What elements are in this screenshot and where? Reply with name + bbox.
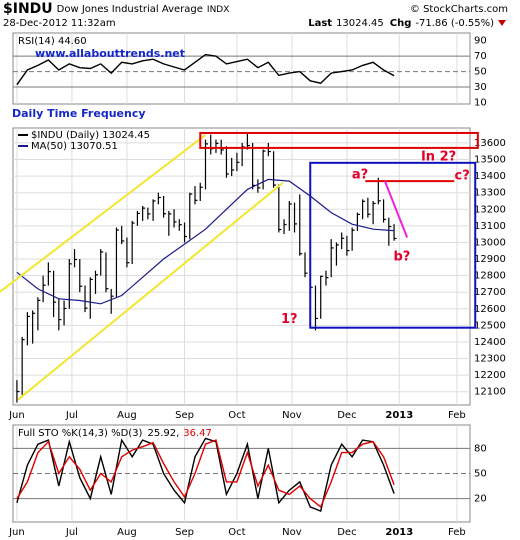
exchange: INDX <box>207 5 229 15</box>
y-tick-label: 50 <box>474 67 487 78</box>
y-tick-label: 10 <box>474 97 487 108</box>
frequency-note: Daily Time Frequency <box>12 107 146 120</box>
x-tick-label: Feb <box>448 527 466 538</box>
x-tick-label: Jul <box>65 410 78 421</box>
legend-label: $INDU (Daily) 13024.45 <box>31 130 150 141</box>
y-tick-label: 30 <box>474 82 487 93</box>
x-tick-label: Sep <box>175 527 194 538</box>
annotation-line <box>17 182 284 401</box>
annotation-line <box>0 134 207 293</box>
panel <box>12 127 471 406</box>
x-tick-label: Nov <box>282 410 302 421</box>
symbol: $INDU <box>3 1 53 17</box>
x-tick-label: Jun <box>8 410 25 421</box>
y-tick-label: 13000 <box>474 237 506 248</box>
annotation-box <box>199 131 479 149</box>
annotation-text: a? <box>352 167 368 182</box>
y-tick-label: 12900 <box>474 254 506 265</box>
y-tick-label: 12500 <box>474 320 506 331</box>
y-tick-label: 12700 <box>474 287 506 298</box>
annotation-text: b? <box>393 249 410 264</box>
y-tick-label: 70 <box>474 51 487 62</box>
x-tick-label: Aug <box>117 527 137 538</box>
y-tick-label: 12600 <box>474 304 506 315</box>
y-tick-label: 13600 <box>474 138 506 149</box>
legend-label: MA(50) 13070.51 <box>31 141 118 152</box>
down-arrow <box>498 20 506 26</box>
annotation-line <box>383 180 409 238</box>
y-tick-label: 90 <box>474 36 487 47</box>
last-label: Last <box>308 18 332 29</box>
x-tick-label: Nov <box>282 527 302 538</box>
panel-title: RSI(14) 44.60 <box>18 36 87 47</box>
last-value-label: 36.47 <box>183 428 212 439</box>
source: © StockCharts.com <box>410 4 508 15</box>
ma-line <box>16 178 395 305</box>
x-tick-label: Jun <box>8 527 25 538</box>
annotation-text: 1? <box>281 312 298 327</box>
x-tick-label: Dec <box>337 410 356 421</box>
series-line <box>16 439 395 509</box>
chg-value: -71.86 (-0.55%) <box>415 18 494 29</box>
y-tick-label: 13300 <box>474 188 506 199</box>
x-tick-label: Feb <box>448 410 466 421</box>
y-tick-label: 13400 <box>474 171 506 182</box>
x-tick-label: Dec <box>337 527 356 538</box>
y-tick-label: 12200 <box>474 370 506 381</box>
x-tick-label: 2013 <box>385 527 413 538</box>
quote: Last 13024.45 Chg -71.86 (-0.55%) <box>308 18 494 29</box>
x-tick-label: 2013 <box>385 410 413 421</box>
header-date: 28-Dec-2012 11:32am <box>3 18 116 29</box>
y-tick-label: 13500 <box>474 155 506 166</box>
y-tick-label: 12300 <box>474 354 506 365</box>
annotation-text: In 2? <box>421 149 456 164</box>
y-tick-label: 13100 <box>474 221 506 232</box>
site-note: www.allabouttrends.net <box>35 47 185 60</box>
y-tick-label: 20 <box>474 494 487 505</box>
y-tick-label: 12400 <box>474 337 506 348</box>
y-tick-label: 12100 <box>474 387 506 398</box>
chg-label: Chg <box>390 18 412 29</box>
series-line <box>16 437 395 513</box>
y-tick-label: 13200 <box>474 204 506 215</box>
annotation-text: c? <box>455 169 470 184</box>
y-tick-label: 50 <box>474 469 487 480</box>
header-title: $INDU Dow Jones Industrial Average INDX <box>3 1 229 17</box>
x-tick-label: Oct <box>228 527 245 538</box>
y-tick-label: 12800 <box>474 271 506 282</box>
index-name: Dow Jones Industrial Average <box>57 4 203 15</box>
x-tick-label: Aug <box>117 410 137 421</box>
x-tick-label: Sep <box>175 410 194 421</box>
last-value: 13024.45 <box>336 18 384 29</box>
y-tick-label: 80 <box>474 443 487 454</box>
series-line <box>16 53 395 86</box>
annotation-box <box>309 161 477 329</box>
x-tick-label: Jul <box>65 527 78 538</box>
x-tick-label: Oct <box>228 410 245 421</box>
panel-title: Full STO %K(14,3) %D(3) <box>18 428 143 439</box>
last-value-label: 25.92, <box>147 428 179 439</box>
